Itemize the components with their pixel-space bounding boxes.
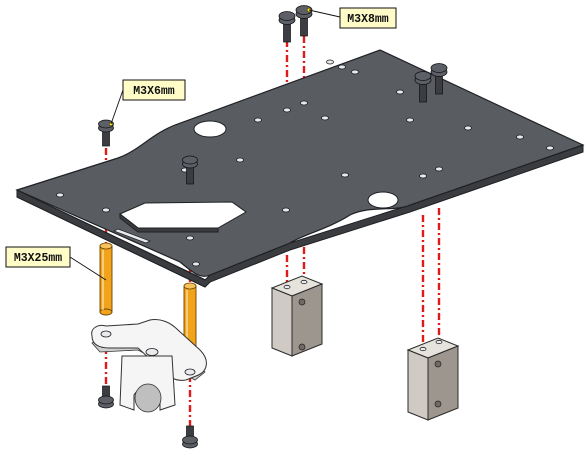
screw-bottom-left bbox=[98, 385, 114, 409]
screw-bottom-right bbox=[182, 425, 198, 449]
screw-m3x8-rear-right bbox=[430, 63, 448, 95]
screw-m3x8-rear-left bbox=[414, 71, 432, 103]
screw-m3x6-center bbox=[182, 155, 198, 185]
callout-m3x8-label: M3X8mm bbox=[347, 13, 389, 26]
callout-leaders bbox=[69, 9, 341, 281]
callout-m3x8: M3X8mm bbox=[339, 7, 397, 29]
screw-m3x8-right bbox=[295, 5, 313, 37]
spacer-block-rear bbox=[406, 337, 460, 421]
caster-mount bbox=[91, 319, 207, 413]
chassis-plate bbox=[15, 49, 585, 288]
spacer-block-front bbox=[270, 275, 324, 357]
callout-m3x6: M3X6mm bbox=[122, 79, 186, 101]
standoff-m3x25-left bbox=[99, 242, 113, 316]
callout-m3x25: M3X25mm bbox=[5, 246, 71, 268]
screw-m3x8-left bbox=[278, 11, 296, 43]
callout-m3x6-label: M3X6mm bbox=[133, 85, 175, 98]
callout-m3x25-label: M3X25mm bbox=[14, 252, 62, 265]
screw-m3x6-left bbox=[98, 119, 114, 147]
